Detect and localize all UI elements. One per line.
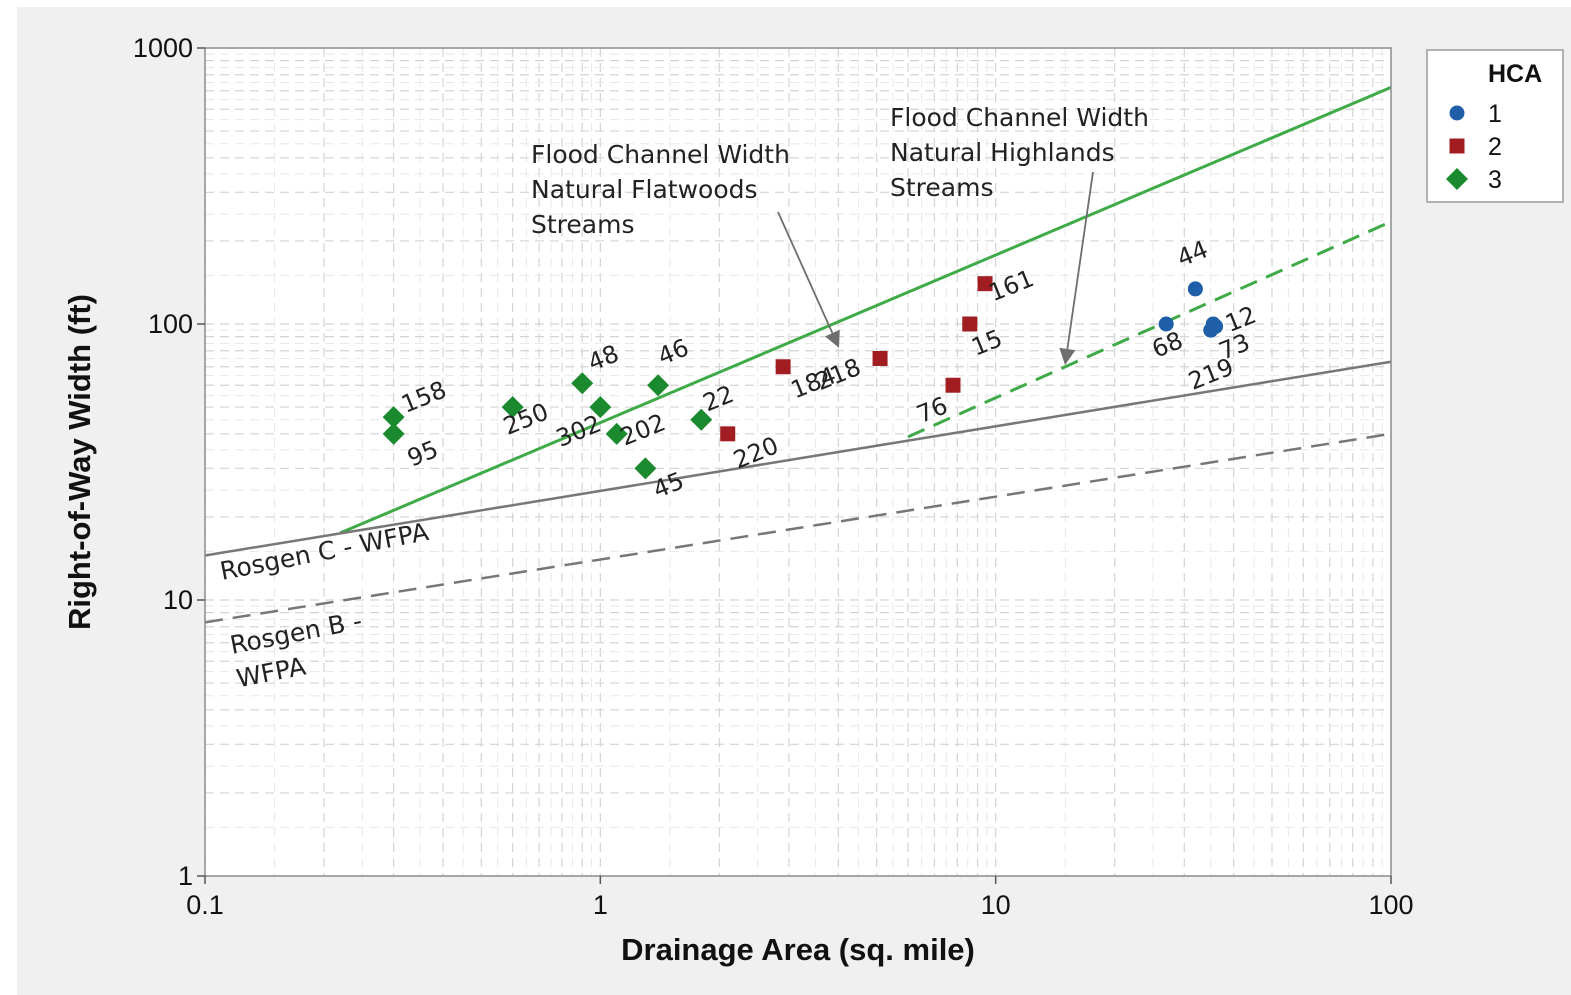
x-tick-label: 1 bbox=[593, 890, 608, 920]
data-point-hca-3 bbox=[571, 372, 594, 395]
y-tick-label: 1 bbox=[178, 861, 193, 891]
rosgen-c-line bbox=[204, 360, 1392, 557]
data-point-hca-2 bbox=[962, 316, 978, 332]
data-point-hca-3 bbox=[382, 406, 405, 429]
annotation-arrow-highlands bbox=[1059, 171, 1094, 365]
data-point-hca-3 bbox=[589, 396, 612, 419]
annotation-arrow-flatwoods bbox=[777, 211, 840, 348]
y-tick-label: 100 bbox=[148, 309, 193, 339]
data-points bbox=[382, 276, 1224, 480]
data-point-hca-3 bbox=[501, 396, 524, 419]
annotation-highlands: Flood Channel Width Natural Highlands Stre… bbox=[890, 103, 1149, 202]
x-tick-label: 10 bbox=[981, 890, 1011, 920]
legend-marker-hca-1 bbox=[1449, 105, 1465, 121]
x-tick-label: 0.1 bbox=[186, 890, 224, 920]
legend-marker-hca-2 bbox=[1449, 138, 1465, 154]
highlands-flood-line bbox=[907, 220, 1392, 439]
legend-marker-hca-3 bbox=[1446, 168, 1468, 190]
legend-title: HCA bbox=[1488, 60, 1542, 88]
x-tick-label: 100 bbox=[1368, 890, 1413, 920]
y-axis-label: Right-of-Way Width (ft) bbox=[62, 294, 97, 630]
plot-area bbox=[205, 48, 1391, 876]
data-point-hca-3 bbox=[690, 408, 713, 431]
data-point-hca-2 bbox=[945, 377, 961, 393]
reference-lines bbox=[204, 85, 1392, 624]
data-point-hca-3 bbox=[382, 422, 405, 445]
legend-label: 2 bbox=[1488, 133, 1502, 161]
legend-label: 1 bbox=[1488, 100, 1502, 128]
plot-frame bbox=[204, 47, 1392, 877]
data-point-hca-3 bbox=[605, 422, 628, 445]
data-point-hca-1 bbox=[1158, 316, 1174, 332]
data-point-hca-2 bbox=[720, 426, 736, 442]
data-point-hca-3 bbox=[634, 457, 657, 480]
y-tick-label: 10 bbox=[163, 585, 193, 615]
data-point-hca-1 bbox=[1208, 318, 1224, 334]
legend: HCA 1 2 3 bbox=[1426, 49, 1564, 203]
x-axis-label: Drainage Area (sq. mile) bbox=[621, 932, 975, 967]
y-tick-label: 1000 bbox=[133, 33, 193, 63]
data-point-hca-1 bbox=[1187, 281, 1203, 297]
data-point-hca-2 bbox=[872, 350, 888, 366]
data-point-hca-2 bbox=[775, 359, 791, 375]
data-point-hca-3 bbox=[647, 374, 670, 397]
data-point-hca-2 bbox=[977, 276, 993, 292]
rosgen-b-line bbox=[204, 432, 1392, 624]
annotation-flatwoods: Flood Channel Width Natural Flatwoods Stre… bbox=[531, 140, 790, 239]
legend-label: 3 bbox=[1488, 166, 1502, 194]
flatwoods-flood-line bbox=[339, 85, 1392, 535]
